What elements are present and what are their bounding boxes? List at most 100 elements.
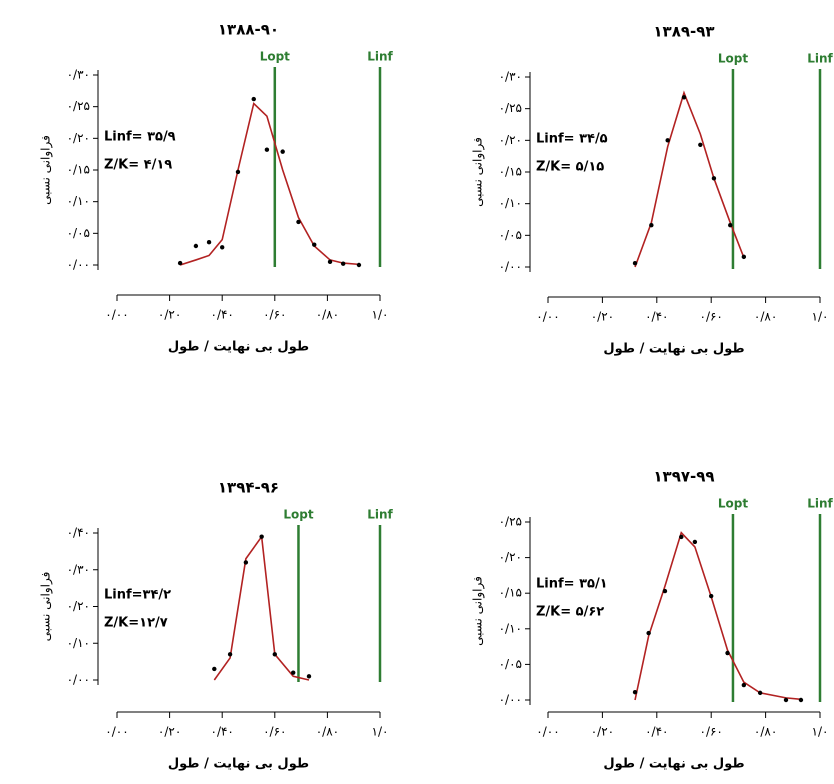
x-tick-label: ۱/۰ (812, 725, 829, 739)
data-point (698, 142, 703, 147)
annotation: Linf= ۳۴/۵ (536, 132, 608, 147)
x-axis-label: طول بی نهایت / طول (603, 757, 744, 772)
y-tick-label: ۰/۱۰ (499, 196, 522, 210)
y-tick-label: ۰/۳۰ (499, 70, 522, 84)
x-tick-label: ۰/۶۰ (700, 725, 723, 739)
data-point (632, 689, 638, 695)
data-point (692, 539, 698, 545)
fit-line (634, 90, 745, 268)
y-axis-label: فراوانی نسبی (39, 572, 54, 642)
x-tick-label: ۰/۰۰ (105, 308, 128, 322)
annotation: Z/K= ۵/۶۲ (536, 605, 604, 620)
x-tick-label: ۰/۰۰ (536, 725, 559, 739)
data-point (291, 670, 296, 675)
fit-line (213, 534, 310, 681)
annotation: Linf= ۳۵/۹ (104, 130, 176, 145)
y-tick-label: ۰/۱۵ (499, 586, 522, 600)
y-tick-label: ۰/۰۰ (499, 693, 522, 707)
x-tick-label: ۱/۰ (372, 308, 389, 322)
y-tick-label: ۰/۰۵ (67, 226, 90, 240)
x-tick-label: ۰/۴۰ (645, 310, 668, 324)
x-tick-label: ۰/۰۰ (536, 310, 559, 324)
data-point (206, 240, 212, 245)
annotation: Linf=۳۴/۲ (104, 588, 171, 603)
x-tick-label: ۰/۸۰ (754, 725, 777, 739)
annotation: Linf= ۳۵/۱ (536, 577, 608, 592)
y-axis-label: فراوانی نسبی (39, 135, 54, 205)
x-tick-label: ۰/۲۰ (591, 725, 614, 739)
y-tick-label: ۰/۰۵ (499, 657, 522, 671)
x-tick-label: ۰/۴۰ (211, 308, 234, 322)
data-point (235, 169, 241, 175)
reference-label: Linf (367, 508, 393, 522)
data-point (757, 690, 763, 696)
x-tick-label: ۰/۲۰ (591, 310, 614, 324)
y-tick-label: ۰/۲۰ (67, 131, 90, 145)
y-tick-label: ۰/۳۰ (67, 562, 90, 576)
reference-label: Lopt (283, 508, 313, 522)
data-point (679, 534, 684, 540)
y-axis-label: فراوانی نسبی (471, 137, 486, 207)
data-point (662, 588, 668, 594)
annotation: Z/K= ۴/۱۹ (104, 158, 172, 173)
x-tick-label: ۰/۶۰ (263, 308, 286, 322)
y-tick-label: ۰/۰۰ (67, 673, 90, 687)
reference-label: Linf (367, 50, 393, 64)
y-tick-label: ۰/۲۰ (499, 133, 522, 147)
data-point (220, 245, 225, 250)
x-tick-label: ۰/۰۰ (105, 725, 128, 739)
chart-title: ۱۳۹۷-۹۹ (653, 468, 714, 486)
data-point (251, 96, 256, 102)
data-point (272, 652, 277, 657)
data-point (649, 223, 654, 228)
reference-label: Lopt (718, 497, 748, 511)
x-tick-label: ۰/۶۰ (700, 310, 723, 324)
chart-title: ۱۳۹۴-۹۶ (218, 479, 279, 497)
x-tick-label: ۰/۴۰ (645, 725, 668, 739)
y-tick-label: ۰/۲۵ (67, 99, 90, 113)
data-point (340, 261, 346, 266)
data-point (709, 593, 714, 599)
x-axis-label: طول بی نهایت / طول (168, 757, 309, 772)
data-point (728, 223, 733, 228)
data-point (264, 147, 270, 152)
data-point (243, 560, 249, 565)
y-tick-label: ۰/۲۰ (67, 599, 90, 613)
x-axis-label: طول بی نهایت / طول (603, 342, 744, 357)
x-tick-label: ۱/۰ (372, 725, 389, 739)
data-point (632, 261, 638, 266)
x-tick-label: ۰/۲۰ (158, 308, 181, 322)
x-axis-label: طول بی نهایت / طول (168, 340, 309, 355)
data-point (783, 697, 789, 703)
data-point (259, 534, 264, 539)
y-axis-label: فراوانی نسبی (471, 576, 486, 646)
reference-label: Linf (807, 497, 833, 511)
y-tick-label: ۰/۲۰ (499, 550, 522, 564)
reference-label: Lopt (718, 52, 748, 66)
y-tick-label: ۰/۱۰ (499, 621, 522, 635)
y-tick-label: ۰/۴۰ (67, 526, 90, 540)
data-point (798, 697, 804, 703)
data-point (312, 242, 317, 247)
data-point (227, 652, 233, 657)
chart-title: ۱۳۸۹-۹۳ (653, 23, 714, 41)
x-tick-label: ۰/۸۰ (316, 725, 339, 739)
y-tick-label: ۰/۰۵ (499, 228, 522, 242)
x-tick-label: ۱/۰ (812, 310, 829, 324)
data-point (711, 176, 717, 181)
data-point (212, 666, 217, 672)
data-point (741, 254, 747, 260)
data-point (665, 138, 670, 143)
y-tick-label: ۰/۲۵ (499, 515, 522, 529)
data-point (646, 630, 651, 636)
x-tick-label: ۰/۸۰ (754, 310, 777, 324)
data-point (327, 259, 333, 265)
x-tick-label: ۰/۲۰ (158, 725, 181, 739)
x-tick-label: ۰/۶۰ (263, 725, 286, 739)
y-tick-label: ۰/۰۰ (499, 260, 522, 274)
data-point (741, 682, 747, 688)
data-point (296, 219, 301, 225)
x-tick-label: ۰/۸۰ (316, 308, 339, 322)
